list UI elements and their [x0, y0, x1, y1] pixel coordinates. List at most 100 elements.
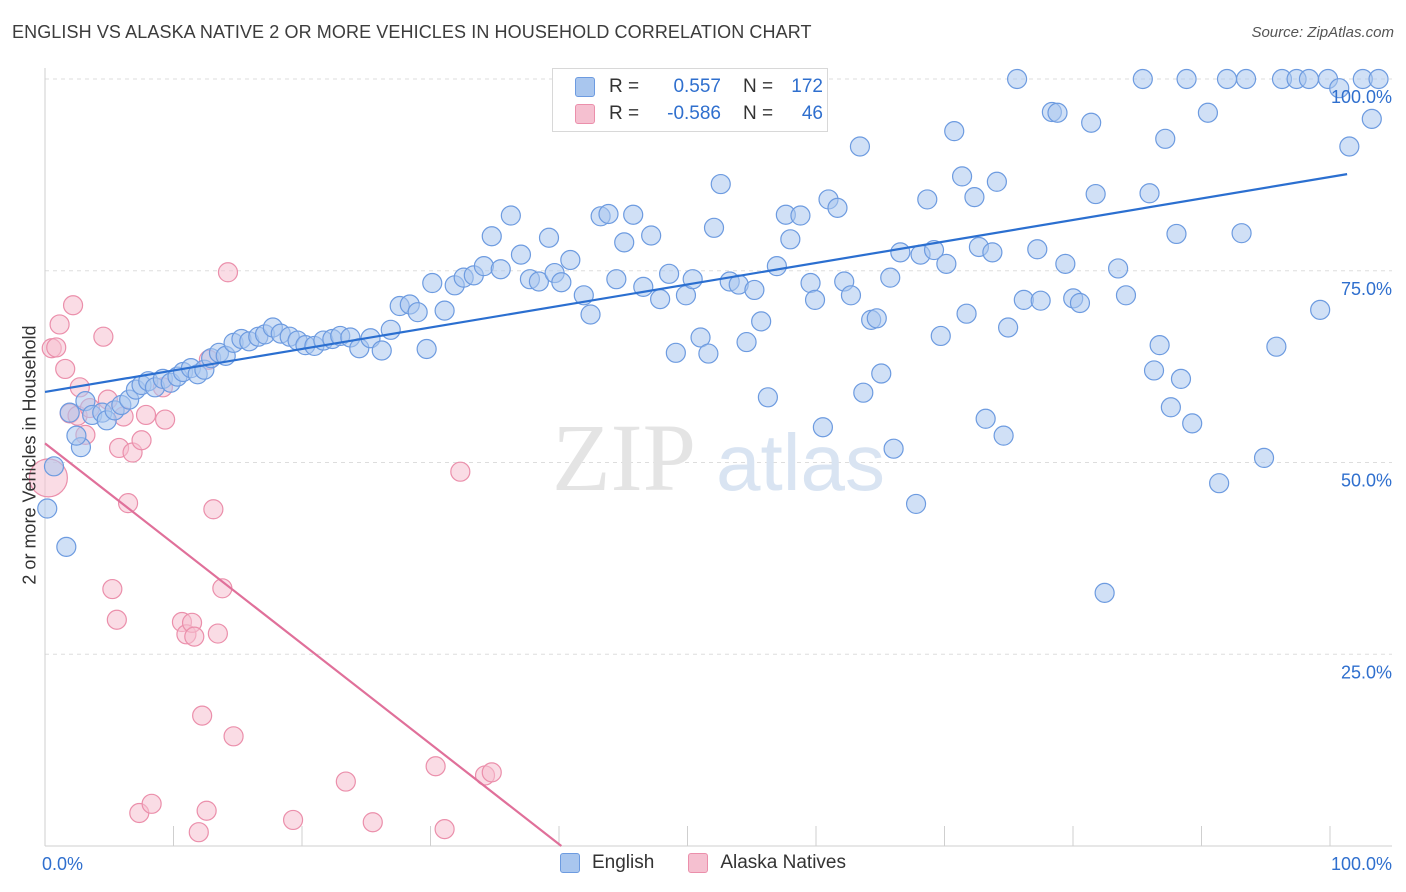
- english-point: [1085, 183, 1106, 205]
- english-point: [1170, 368, 1192, 389]
- english-point: [744, 279, 765, 301]
- english-point: [56, 536, 77, 557]
- english-point: [551, 272, 572, 293]
- english-point: [944, 121, 965, 142]
- alaska-point: [203, 499, 224, 520]
- english-point: [538, 227, 560, 248]
- english-point: [880, 267, 901, 288]
- english-point: [1006, 68, 1028, 90]
- english-point: [993, 425, 1014, 446]
- english-point: [917, 189, 938, 210]
- english-point: [956, 303, 977, 324]
- english-point: [1209, 473, 1230, 494]
- english-point: [1197, 102, 1219, 123]
- legend-row-alaska: R = -0.586 N = 46: [575, 100, 823, 128]
- english-swatch: [575, 77, 595, 97]
- english-point: [1216, 68, 1238, 90]
- english-point: [614, 232, 635, 253]
- alaska-point: [46, 337, 67, 358]
- alaska-swatch: [688, 853, 709, 873]
- alaska-point: [117, 493, 139, 514]
- english-point: [1368, 68, 1389, 90]
- english-point: [780, 229, 801, 250]
- english-point: [1166, 223, 1187, 245]
- trend-lines: [44, 173, 1348, 847]
- english-point: [690, 327, 711, 348]
- english-point: [905, 493, 927, 515]
- alaska-point: [102, 578, 123, 600]
- english-point: [890, 242, 911, 263]
- alaska-point: [49, 314, 70, 335]
- english-point: [1361, 108, 1382, 129]
- y-tick-label: 100.0%: [1331, 87, 1392, 107]
- alaska-point: [192, 705, 213, 726]
- english-point: [1298, 68, 1320, 90]
- english-point: [623, 204, 644, 225]
- english-point: [422, 272, 443, 294]
- legend-item-english[interactable]: English: [560, 852, 654, 874]
- alaska-point: [155, 409, 176, 430]
- english-point: [812, 417, 833, 438]
- alaska-point: [131, 430, 152, 451]
- legend-label-alaska: Alaska Natives: [720, 852, 846, 873]
- alaska-point: [184, 626, 205, 647]
- english-point: [665, 342, 686, 363]
- english-point: [682, 269, 703, 290]
- english-point: [1235, 68, 1257, 90]
- english-point: [804, 289, 826, 310]
- english-point: [871, 363, 892, 384]
- english-point: [66, 425, 87, 446]
- alaska-point: [362, 812, 383, 833]
- alaska-point: [55, 358, 76, 380]
- english-point: [1310, 299, 1331, 320]
- axes: [44, 68, 1392, 847]
- r-label: R =: [609, 103, 640, 124]
- alaska-point: [196, 800, 217, 821]
- english-points: [37, 68, 1389, 603]
- alaska-point: [135, 404, 157, 426]
- watermark-zip: ZIP: [552, 404, 696, 511]
- english-point: [1055, 253, 1076, 274]
- english-point: [1132, 68, 1153, 90]
- english-point: [560, 249, 581, 271]
- english-point: [1266, 336, 1287, 357]
- english-point: [580, 304, 601, 325]
- english-point: [1030, 290, 1051, 311]
- english-point: [951, 166, 973, 187]
- english-point: [510, 244, 532, 265]
- stats-legend: R = 0.557 N = 172 R = -0.586 N = 46: [552, 68, 828, 132]
- english-point: [1329, 78, 1350, 99]
- english-point: [659, 263, 680, 284]
- english-point: [434, 300, 455, 321]
- alaska-point: [335, 771, 356, 792]
- english-point: [1047, 102, 1068, 123]
- english-point: [827, 197, 848, 218]
- alaska-point: [425, 756, 446, 777]
- english-point: [473, 256, 494, 277]
- english-point: [1143, 360, 1165, 381]
- english-point: [849, 136, 871, 157]
- english-point: [490, 259, 511, 280]
- english-point: [43, 456, 65, 477]
- english-point: [1149, 335, 1170, 356]
- alaska-point: [481, 762, 502, 783]
- english-trend-line: [44, 173, 1348, 394]
- n-label: N =: [743, 76, 774, 97]
- alaska-point: [217, 262, 239, 283]
- legend-label-english: English: [592, 852, 655, 873]
- english-point: [1339, 136, 1360, 157]
- chart-title: ENGLISH VS ALASKA NATIVE 2 OR MORE VEHIC…: [12, 22, 812, 42]
- english-point: [59, 402, 80, 423]
- english-point: [703, 217, 725, 238]
- alaska-point: [223, 726, 244, 747]
- legend-row-english: R = 0.557 N = 172: [575, 73, 823, 101]
- english-point: [1013, 289, 1034, 310]
- english-point: [500, 205, 521, 226]
- english-point: [606, 269, 627, 290]
- english-point: [883, 438, 904, 459]
- legend-item-alaska[interactable]: Alaska Natives: [688, 852, 846, 874]
- english-point: [766, 256, 787, 277]
- source-credit: Source: ZipAtlas.com: [1251, 24, 1394, 41]
- english-point: [407, 302, 428, 323]
